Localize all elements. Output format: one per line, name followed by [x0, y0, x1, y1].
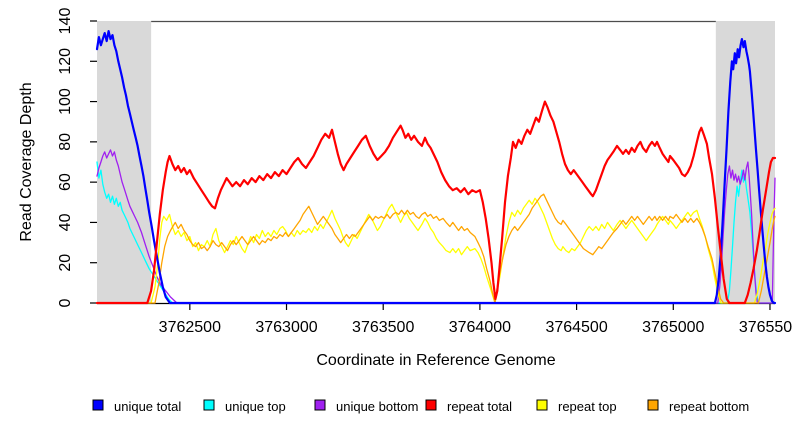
x-tick-label: 3762500 — [159, 319, 221, 336]
legend-label: unique total — [114, 399, 181, 414]
legend-swatch-unique-top — [203, 399, 215, 411]
legend-label: unique bottom — [336, 399, 418, 414]
y-axis-title: Read Coverage Depth — [18, 82, 35, 242]
y-tick-label: 40 — [57, 213, 74, 231]
series-line-unique-total — [95, 30, 777, 305]
y-tick-label: 60 — [57, 173, 74, 191]
legend-label: repeat total — [447, 399, 512, 414]
legend-swatch-unique-bottom — [314, 399, 326, 411]
series-line-repeat-top — [96, 197, 776, 304]
legend-label: repeat top — [558, 399, 617, 414]
legend-label: repeat bottom — [669, 399, 749, 414]
x-tick-label: 3765000 — [642, 319, 704, 336]
y-tick-label: 120 — [57, 48, 74, 75]
y-tick-label: 80 — [57, 133, 74, 151]
legend-swatch-repeat-bottom — [647, 399, 659, 411]
series-line-unique-top — [96, 161, 776, 304]
y-tick-label: 100 — [57, 88, 74, 115]
x-tick-label: 3764000 — [449, 319, 511, 336]
x-tick-label: 3764500 — [545, 319, 607, 336]
series-line-unique-bottom — [96, 149, 776, 304]
y-tick-label: 20 — [57, 254, 74, 272]
series-line-repeat-total — [95, 100, 777, 305]
legend-swatch-unique-total — [92, 399, 104, 411]
x-tick-label: 3763500 — [352, 319, 414, 336]
series-line-repeat-bottom — [96, 193, 776, 304]
x-tick-label: 3763000 — [255, 319, 317, 336]
x-axis-title: Coordinate in Reference Genome — [316, 352, 556, 369]
y-tick-label: 140 — [57, 8, 74, 35]
y-tick-label: 0 — [57, 298, 74, 307]
shaded-region-left — [97, 21, 152, 303]
legend-label: unique top — [225, 399, 286, 414]
legend-swatch-repeat-total — [425, 399, 437, 411]
legend-swatch-repeat-top — [536, 399, 548, 411]
